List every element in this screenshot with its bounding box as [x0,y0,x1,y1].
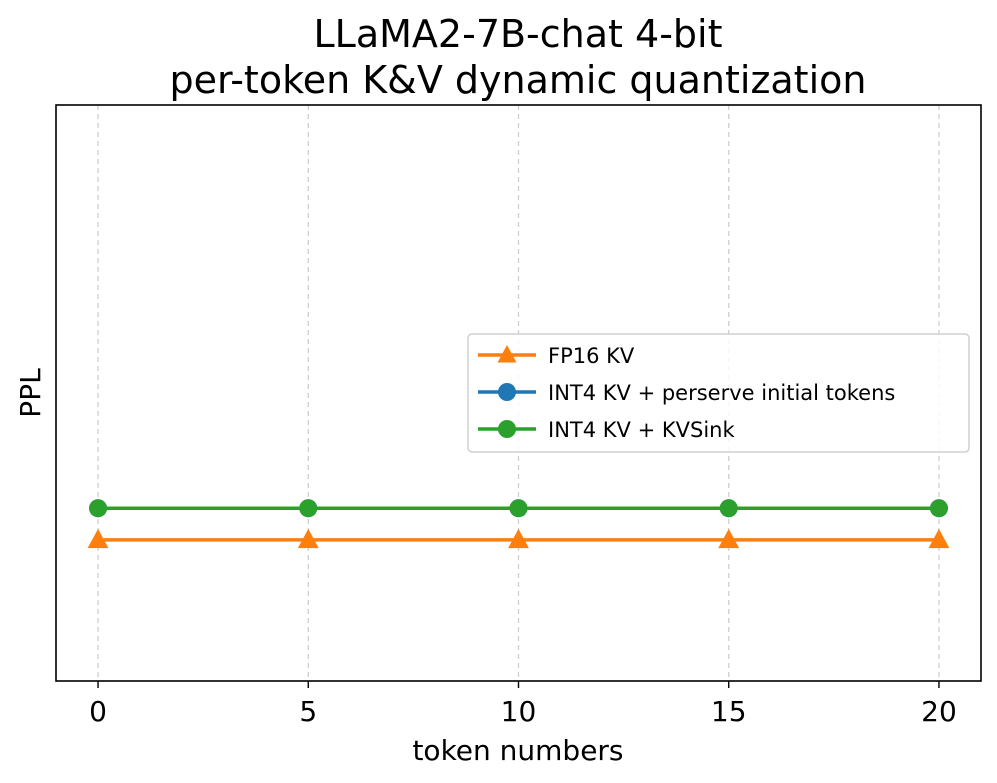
data-point-fp16-kv [718,528,740,549]
chart-title-line-1: LLaMA2-7B-chat 4-bit [314,12,723,56]
data-point-fp16-kv [508,528,529,549]
x-tick-label: 10 [501,695,537,728]
data-point-fp16-kv [87,528,109,549]
legend-label-int4-kv-kvsink: INT4 KV + KVSink [548,418,735,442]
data-point-int4-kv-kvsink [89,499,108,518]
legend-label-fp16-kv: FP16 KV [548,344,635,368]
data-point-int4-kv-kvsink [299,499,318,518]
x-tick-label: 5 [299,695,317,728]
chart-title-line-2: per-token K&V dynamic quantization [170,58,867,102]
data-point-int4-kv-kvsink [509,499,528,518]
legend: FP16 KV INT4 KV + perserve initial tokens… [467,333,970,453]
legend-marker-int4-kv-perserve-initial-tokens [498,383,516,401]
legend-marker-int4-kv-kvsink [498,420,516,438]
y-axis-label: PPL [14,368,47,418]
legend-box [467,333,970,453]
data-point-int4-kv-kvsink [719,499,738,518]
x-tick-label: 0 [89,695,107,728]
data-point-fp16-kv [297,528,319,549]
data-point-fp16-kv [928,528,950,549]
x-axis-label: token numbers [412,734,623,767]
legend-marker-fp16-kv [497,345,517,363]
legend-label-int4-kv-perserve-initial-tokens: INT4 KV + perserve initial tokens [548,381,895,405]
x-axis: 0 5 10 15 20 [89,681,957,728]
x-tick-label: 20 [921,695,957,728]
series-layer [87,499,950,549]
data-point-int4-kv-kvsink [929,499,948,518]
x-tick-label: 15 [711,695,747,728]
